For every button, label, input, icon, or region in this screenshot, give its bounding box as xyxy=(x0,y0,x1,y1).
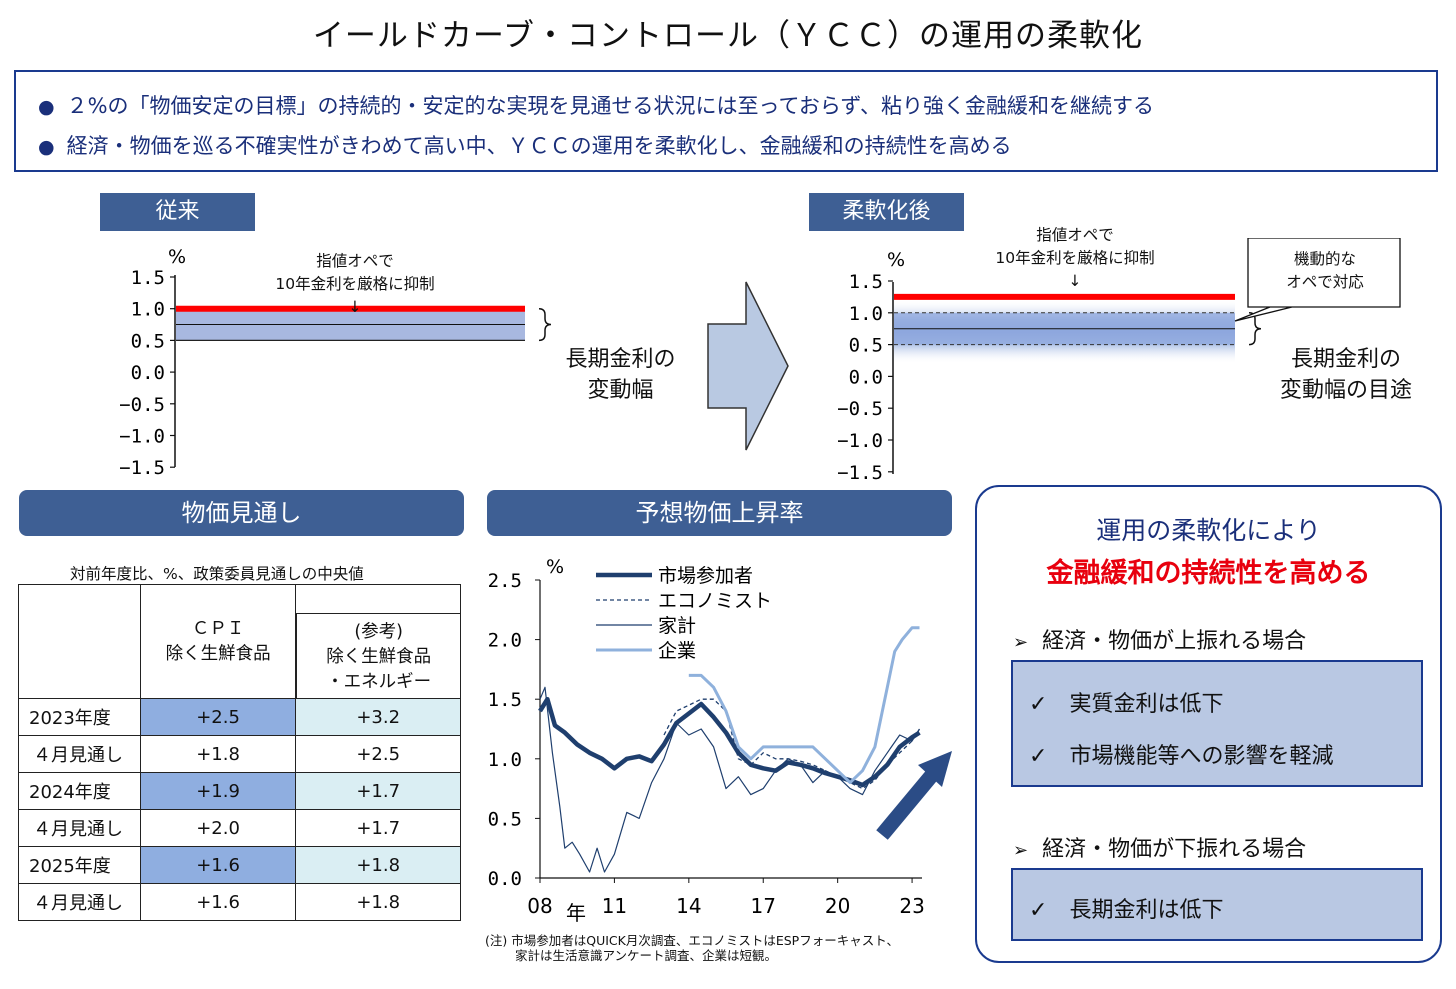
summary-box: ● ２%の「物価安定の目標」の持続的・安定的な実現を見通せる状況には至っておらず、… xyxy=(14,70,1438,172)
chart-y-tick-label: 1.0 xyxy=(488,749,522,771)
callout-text: 機動的な オペで対応 xyxy=(1286,250,1364,291)
down-case-box: ✓ 長期金利は低下 xyxy=(1011,868,1423,941)
before-tick-label: 1.0 xyxy=(131,299,165,321)
forecast-heading: 物価見通し xyxy=(19,490,464,536)
after-note: 指値オペで 10年金利を厳格に抑制 ↓ xyxy=(945,224,1205,293)
after-tick-label: −1.5 xyxy=(837,462,883,484)
after-tick-label: 0.0 xyxy=(849,366,883,388)
chart-x-ticks: 08 11 14 17 20 23 xyxy=(527,878,925,918)
panel-highlight: 金融緩和の持続性を高める xyxy=(1046,558,1371,589)
chart-y-tick-label: 1.5 xyxy=(488,689,522,711)
chart-x-tick-label: 23 xyxy=(899,894,924,918)
col-core-header: (参考) 除く生鮮食品 ・エネルギー xyxy=(295,584,461,699)
before-range-label: 長期金利の 変動幅 xyxy=(565,347,676,403)
legend-label: 市場参加者 xyxy=(658,565,753,587)
table-corner xyxy=(18,584,141,699)
before-unit: % xyxy=(168,246,186,268)
table-header-row: ＣＰＩ 除く生鮮食品 (参考) 除く生鮮食品 ・エネルギー xyxy=(18,584,461,699)
chart-heading: 予想物価上昇率 xyxy=(487,490,952,536)
before-tick-label: −1.0 xyxy=(119,426,165,448)
check-icon: ✓ xyxy=(1029,744,1048,769)
chart-y-tick-label: 0.5 xyxy=(488,808,522,830)
series-line-light xyxy=(688,626,920,785)
flexibility-panel: 運用の柔軟化により 金融緩和の持続性を高める ➢ 経済・物価が上振れる場合 ✓ 実質… xyxy=(975,485,1442,963)
chart-y-tick-label: 2.5 xyxy=(488,570,522,592)
chart-y-tick-label: 0.0 xyxy=(488,868,522,890)
series-line-thin xyxy=(539,686,921,873)
before-tick-label: 1.5 xyxy=(131,267,165,289)
up-item-1: ✓ 実質金利は低下 xyxy=(1029,692,1224,717)
up-case-box: ✓ 実質金利は低下 ✓ 市場機能等への影響を軽減 xyxy=(1011,660,1423,787)
chart-y-ticks: 0.0 0.5 1.0 1.5 2.0 2.5 xyxy=(488,570,540,890)
before-brace xyxy=(538,307,552,342)
table-row: 2023年度 +2.5 +3.2 xyxy=(18,698,461,736)
up-item-2: ✓ 市場機能等への影響を軽減 xyxy=(1029,744,1334,769)
check-icon: ✓ xyxy=(1029,692,1048,717)
down-arrow-icon: ↓ xyxy=(1068,272,1082,290)
arrowhead-bullet-icon: ➢ xyxy=(1013,840,1029,861)
after-tick-marks xyxy=(888,280,893,473)
before-tick-marks xyxy=(170,276,175,468)
chart-x-tick-label: 11 xyxy=(602,894,627,918)
forecast-table: ＣＰＩ 除く生鮮食品 (参考) 除く生鮮食品 ・エネルギー 2023年度 +2.… xyxy=(18,584,461,921)
before-ticks: 1.5 1.0 0.5 0.0 −0.5 −1.0 −1.5 xyxy=(119,267,165,479)
before-tick-label: 0.0 xyxy=(131,362,165,384)
series-line-thick xyxy=(538,696,921,788)
before-tag: 従来 xyxy=(100,193,255,231)
before-note: 指値オペで 10年金利を厳格に抑制 ↓ xyxy=(225,250,485,319)
legend-label: 家計 xyxy=(658,615,696,637)
after-ticks: 1.5 1.0 0.5 0.0 −0.5 −1.0 −1.5 xyxy=(837,271,883,484)
chart-x-tick-label: 20 xyxy=(825,894,850,918)
after-tick-label: 1.0 xyxy=(849,303,883,325)
bullet-icon: ● xyxy=(38,136,55,158)
before-diagram: % 1.5 1.0 0.5 0.0 −0.5 −1.0 −1.5 xyxy=(119,246,552,479)
expectation-chart: % 0.0 0.5 1.0 1.5 2.0 2.5 08 11 14 17 20 23 年 市場参加… xyxy=(488,556,952,925)
chart-xunit: 年 xyxy=(566,901,586,925)
trend-arrow-icon xyxy=(876,751,952,840)
summary-line-1: ● ２%の「物価安定の目標」の持続的・安定的な実現を見通せる状況には至っておらず、… xyxy=(38,94,1154,118)
after-tick-label: 0.5 xyxy=(849,335,883,357)
summary-line-2: ● 経済・物価を巡る不確実性がきわめて高い中、ＹＣＣの運用を柔軟化し、金融緩和の持… xyxy=(38,134,1012,158)
after-unit: % xyxy=(887,249,905,271)
legend-label: エコノミスト xyxy=(658,590,772,612)
callout-bubble xyxy=(1234,238,1401,322)
arrowhead-bullet-icon: ➢ xyxy=(1013,632,1029,653)
chart-x-tick-label: 17 xyxy=(751,894,776,918)
table-row: ４月見通し +1.6 +1.8 xyxy=(18,883,461,921)
down-case-label: ➢ 経済・物価が下振れる場合 xyxy=(1013,837,1307,862)
page-title: イールドカーブ・コントロール（ＹＣＣ）の運用の柔軟化 xyxy=(312,18,1144,54)
chart-series xyxy=(538,626,921,873)
table-row: 2025年度 +1.6 +1.8 xyxy=(18,846,461,884)
before-tick-label: −1.5 xyxy=(119,457,165,479)
col-cpi-header: ＣＰＩ 除く生鮮食品 xyxy=(139,584,297,699)
big-right-arrow-icon xyxy=(707,281,789,451)
after-tick-label: −1.0 xyxy=(837,430,883,452)
chart-x-tick-label: 14 xyxy=(676,894,701,918)
after-tick-label: −0.5 xyxy=(837,398,883,420)
forecast-note: 対前年度比、%、政策委員見通しの中央値 xyxy=(70,565,364,583)
down-item-1: ✓ 長期金利は低下 xyxy=(1029,898,1224,923)
check-icon: ✓ xyxy=(1029,898,1048,923)
chart-x-tick-label: 08 xyxy=(527,894,552,918)
series-line-dashed xyxy=(663,698,921,790)
after-range-label: 長期金利の 変動幅の目途 xyxy=(1279,347,1412,403)
before-tick-label: 0.5 xyxy=(131,330,165,352)
table-row: ４月見通し +2.0 +1.7 xyxy=(18,809,461,847)
table-row: ４月見通し +1.8 +2.5 xyxy=(18,735,461,773)
table-row: 2024年度 +1.9 +1.7 xyxy=(18,772,461,810)
down-arrow-icon: ↓ xyxy=(348,298,362,316)
legend-label: 企業 xyxy=(658,640,696,662)
panel-title: 運用の柔軟化により xyxy=(1096,516,1321,545)
up-case-label: ➢ 経済・物価が上振れる場合 xyxy=(1013,629,1307,654)
after-diagram: % 1.5 1.0 0.5 0.0 −0.5 −1.0 −1.5 xyxy=(837,238,1401,484)
chart-y-tick-label: 2.0 xyxy=(488,630,522,652)
bullet-icon: ● xyxy=(38,96,55,118)
chart-footnote: (注) 市場参加者はQUICK月次調査、エコノミストはESPフォーキャスト、 家… xyxy=(485,933,899,963)
after-tick-label: 1.5 xyxy=(849,271,883,293)
chart-ylabel: % xyxy=(546,556,564,578)
before-tick-label: −0.5 xyxy=(119,394,165,416)
after-tag: 柔軟化後 xyxy=(809,193,964,231)
